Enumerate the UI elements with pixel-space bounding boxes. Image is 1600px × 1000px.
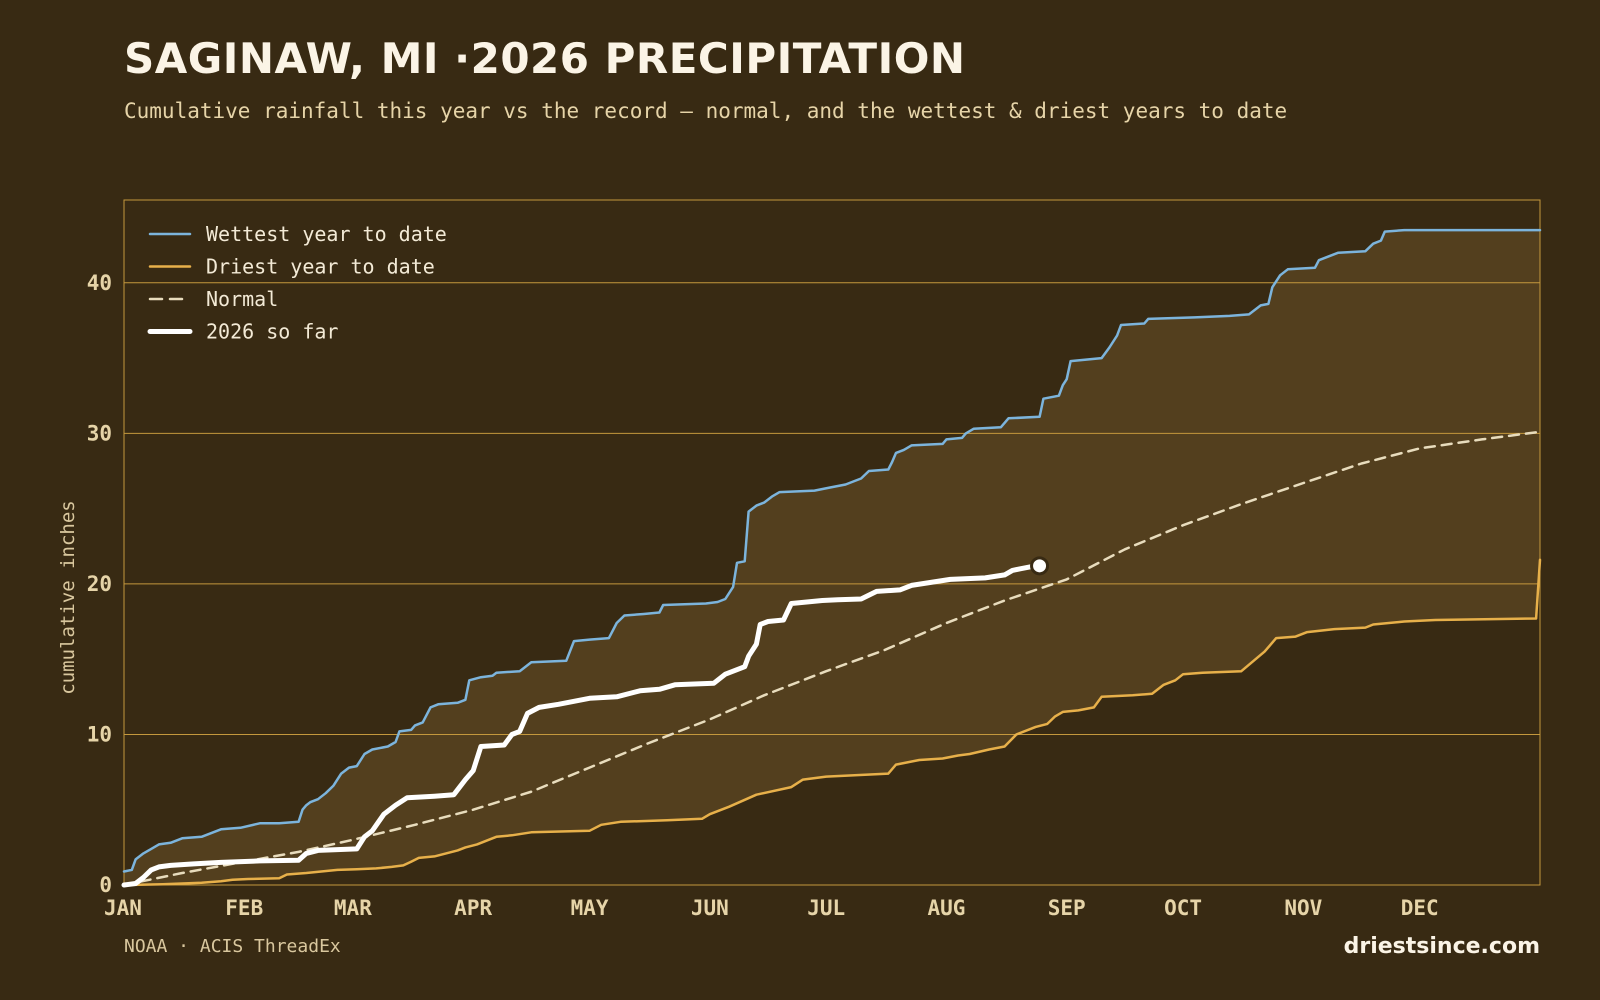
legend-label-2026-so-far: 2026 so far <box>206 320 338 344</box>
x-tick-may: MAY <box>571 896 609 920</box>
series-line-driest-year-to-date <box>122 558 1542 887</box>
y-axis-title: cumulative inches <box>57 500 79 694</box>
series-lines <box>121 228 1542 888</box>
chart-title: SAGINAW, MI ·2026 PRECIPITATION <box>124 34 966 83</box>
series-line-2026-so-far <box>121 563 1039 888</box>
y-tick-40: 40 <box>87 271 112 295</box>
legend-label-wettest-year-to-date: Wettest year to date <box>206 222 447 246</box>
y-tick-10: 10 <box>87 722 112 746</box>
x-tick-apr: APR <box>454 896 492 920</box>
source-credit: NOAA · ACIS ThreadEx <box>124 936 341 957</box>
current-value-marker <box>1030 556 1050 576</box>
y-tick-20: 20 <box>87 572 112 596</box>
series-line-wettest-year-to-date <box>122 228 1542 873</box>
record-range-band <box>124 230 1540 886</box>
x-tick-mar: MAR <box>334 896 372 920</box>
gridlines <box>124 282 1540 735</box>
legend: Wettest year to date Driest year to date N… <box>147 222 447 344</box>
y-tick-0: 0 <box>99 873 112 897</box>
x-tick-nov: NOV <box>1284 896 1322 920</box>
plot-border <box>123 199 1541 886</box>
x-axis: JAN FEB MAR APR MAY JUN JUL AUG SEP OCT NOV DEC <box>104 896 1439 920</box>
x-tick-sep: SEP <box>1048 896 1086 920</box>
x-tick-jun: JUN <box>691 896 729 920</box>
y-tick-30: 30 <box>87 421 112 445</box>
x-tick-aug: AUG <box>927 896 965 920</box>
chart-subtitle: Cumulative rainfall this year vs the rec… <box>124 99 1288 123</box>
x-tick-jan: JAN <box>104 896 142 920</box>
site-credit: driestsince.com <box>1343 934 1540 959</box>
legend-label-driest-year-to-date: Driest year to date <box>206 255 435 279</box>
legend-label-normal: Normal <box>206 287 278 311</box>
series-line-normal <box>122 430 1542 887</box>
x-tick-feb: FEB <box>225 896 263 920</box>
x-tick-dec: DEC <box>1401 896 1439 920</box>
x-tick-oct: OCT <box>1164 896 1202 920</box>
y-axis: 0 10 20 30 40 <box>87 271 112 897</box>
x-tick-jul: JUL <box>807 896 845 920</box>
